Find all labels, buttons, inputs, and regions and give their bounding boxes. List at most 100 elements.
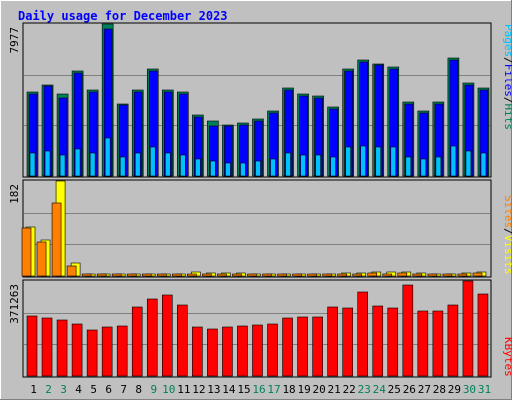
kbytes-bar bbox=[177, 304, 188, 377]
sites-bar bbox=[442, 273, 453, 277]
legend-visits: Visits bbox=[502, 235, 512, 275]
pages-bar bbox=[300, 154, 306, 177]
pages-bar bbox=[330, 156, 336, 177]
pages-bar bbox=[360, 145, 367, 177]
pages-bar bbox=[480, 152, 487, 177]
sites-bar bbox=[172, 273, 182, 277]
sites-bar bbox=[472, 272, 483, 277]
day-label: 22 bbox=[343, 383, 356, 396]
kbytes-bar bbox=[161, 294, 173, 377]
day-label: 27 bbox=[418, 383, 431, 396]
day-label: 25 bbox=[388, 383, 401, 396]
day-label: 21 bbox=[328, 383, 341, 396]
kbytes-bar bbox=[462, 280, 474, 377]
pages-bar bbox=[240, 162, 246, 177]
pages-bar bbox=[465, 150, 472, 177]
day-label: 26 bbox=[403, 383, 416, 396]
kbytes-bar bbox=[26, 315, 38, 377]
sites-bar bbox=[457, 273, 468, 277]
day-label: 10 bbox=[162, 383, 175, 396]
sites-bar bbox=[232, 273, 242, 277]
kbytes-bar bbox=[207, 328, 218, 377]
kbytes-bar bbox=[432, 310, 444, 377]
day-label: 30 bbox=[463, 383, 476, 396]
kbytes-bar bbox=[86, 329, 98, 377]
kbytes-bar bbox=[417, 310, 429, 377]
kbytes-bar bbox=[116, 325, 128, 377]
pages-bar bbox=[345, 146, 351, 177]
day-label: 28 bbox=[433, 383, 446, 396]
sites-bar bbox=[66, 265, 77, 277]
legend-pages: Pages bbox=[502, 24, 512, 57]
kbytes-bar bbox=[312, 316, 323, 377]
legend-separator: / bbox=[502, 97, 512, 104]
day-label: 6 bbox=[105, 383, 112, 396]
kbytes-bar bbox=[222, 326, 233, 377]
kbytes-bar bbox=[342, 307, 353, 377]
chart-title: Daily usage for December 2023 bbox=[18, 9, 228, 23]
kbytes-bar bbox=[146, 298, 158, 377]
day-label: 13 bbox=[207, 383, 220, 396]
day-label: 29 bbox=[448, 383, 461, 396]
sites-bar bbox=[322, 273, 332, 277]
pages-bar bbox=[255, 160, 261, 177]
day-label: 7 bbox=[120, 383, 127, 396]
day-label: 9 bbox=[150, 383, 157, 396]
top-panel-box bbox=[22, 22, 492, 178]
pages-bar bbox=[134, 152, 141, 177]
kbytes-bar bbox=[56, 319, 68, 377]
pages-bar bbox=[435, 156, 442, 177]
pages-bar bbox=[285, 152, 291, 177]
middle-legend: Sites/Visits bbox=[502, 195, 512, 275]
sites-bar bbox=[262, 273, 272, 277]
sites-bar bbox=[382, 273, 393, 277]
kbytes-bar bbox=[477, 293, 489, 377]
pages-bar bbox=[270, 158, 276, 177]
pages-bar bbox=[29, 152, 36, 177]
pages-bar bbox=[149, 146, 156, 177]
pages-bar bbox=[210, 160, 216, 177]
bottom-panel-box bbox=[22, 279, 492, 378]
day-label: 3 bbox=[60, 383, 67, 396]
sites-bar bbox=[292, 273, 302, 277]
sites-bar bbox=[202, 273, 212, 277]
day-label: 24 bbox=[373, 383, 387, 396]
sites-bar bbox=[21, 227, 32, 277]
top-legend: Pages/Files/Hits bbox=[502, 24, 512, 130]
day-label: 14 bbox=[222, 383, 236, 396]
kbytes-bar bbox=[237, 325, 248, 377]
legend-files: Files bbox=[502, 64, 512, 97]
day-labels: 1 2 3 4 5 6 7 8 9 10 11 12 13 14 15 16 17 18 19 20 21 22 23 24 2… bbox=[30, 383, 491, 396]
kbytes-bar bbox=[402, 284, 414, 377]
sites-bar bbox=[36, 241, 47, 277]
kbytes-bar bbox=[41, 317, 53, 377]
day-label: 19 bbox=[297, 383, 310, 396]
kbytes-bar bbox=[372, 305, 384, 377]
sites-bar bbox=[111, 273, 122, 277]
kbytes-bar bbox=[267, 323, 278, 377]
kbytes-bar bbox=[71, 323, 83, 377]
sites-bar bbox=[217, 273, 227, 277]
day-label: 5 bbox=[90, 383, 97, 396]
day-label: 4 bbox=[75, 383, 82, 396]
sites-bar bbox=[397, 272, 408, 277]
pages-bar bbox=[119, 156, 126, 177]
legend-hits: Hits bbox=[502, 104, 512, 131]
pages-bar bbox=[195, 158, 201, 177]
kbytes-bar bbox=[192, 326, 203, 377]
sites-bar bbox=[427, 273, 438, 277]
top-ymax-label: 7977 bbox=[8, 27, 21, 54]
day-label: 23 bbox=[358, 383, 371, 396]
bottom-ymax-label: 371263 bbox=[8, 284, 21, 324]
day-label: 11 bbox=[177, 383, 190, 396]
kbytes-bar bbox=[447, 304, 459, 377]
day-label: 8 bbox=[135, 383, 142, 396]
kbytes-bar bbox=[357, 291, 369, 377]
sites-bar bbox=[247, 273, 257, 277]
kbytes-bar bbox=[327, 306, 338, 377]
legend-separator: / bbox=[502, 228, 512, 235]
sites-bar bbox=[187, 273, 197, 277]
bars bbox=[21, 23, 490, 377]
